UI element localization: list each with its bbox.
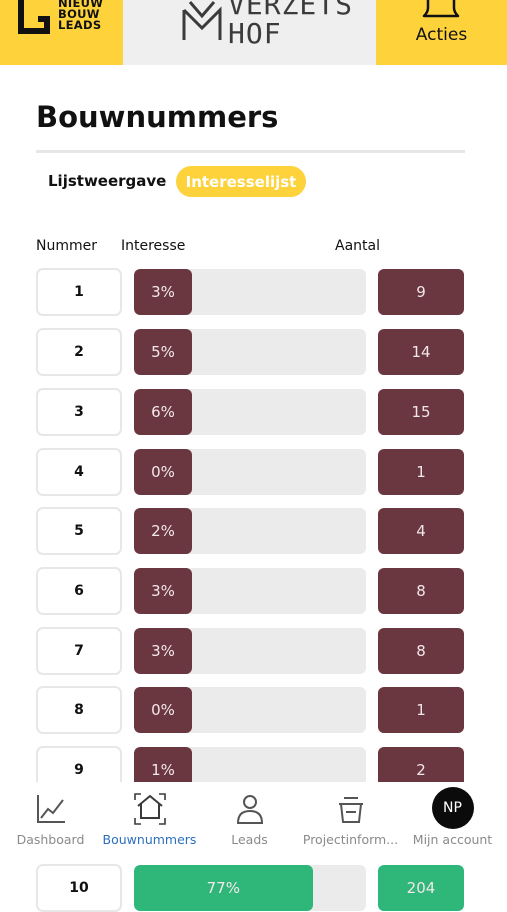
interest-count: 4 bbox=[378, 508, 464, 554]
interest-bar-fill: 2% bbox=[134, 508, 192, 554]
column-header-count: Aantal bbox=[335, 238, 380, 254]
interest-count: 15 bbox=[378, 389, 464, 435]
actions-label: Acties bbox=[415, 25, 468, 45]
bottom-navigation: Dashboard Bouwnummers Leads Projectinfor… bbox=[0, 782, 507, 856]
interest-bar-track: 5% bbox=[134, 329, 366, 375]
chart-line-icon bbox=[36, 795, 65, 823]
nav-projectinformatie[interactable]: Projectinform... bbox=[300, 782, 401, 856]
interest-bar-track: 6% bbox=[134, 389, 366, 435]
interest-percentage: 3% bbox=[151, 283, 175, 301]
unit-number[interactable]: 4 bbox=[36, 448, 122, 496]
unit-row[interactable]: 8 0% 1 bbox=[0, 686, 507, 734]
interest-percentage: 3% bbox=[151, 642, 175, 660]
unit-number[interactable]: 1 bbox=[36, 268, 122, 316]
nav-dashboard[interactable]: Dashboard bbox=[0, 782, 101, 856]
interest-bar-fill: 3% bbox=[134, 628, 192, 674]
tab-list-view[interactable]: Lijstweergave bbox=[48, 172, 167, 190]
unit-row[interactable]: 10 77% 204 bbox=[0, 864, 507, 912]
page-title: Bouwnummers bbox=[36, 100, 279, 134]
interest-bar-track: 3% bbox=[134, 269, 366, 315]
actions-button[interactable]: Acties bbox=[376, 0, 507, 65]
interest-count: 204 bbox=[378, 865, 464, 911]
interest-percentage: 0% bbox=[151, 701, 175, 719]
logo-line-3: LEADS bbox=[58, 18, 102, 32]
house-logo-icon bbox=[18, 0, 50, 34]
logo-line-2: BOUW bbox=[58, 7, 100, 21]
interest-count: 1 bbox=[378, 687, 464, 733]
unit-row[interactable]: 6 3% 8 bbox=[0, 567, 507, 615]
unit-number[interactable]: 2 bbox=[36, 328, 122, 376]
interest-percentage: 2% bbox=[151, 522, 175, 540]
interest-bar-fill: 3% bbox=[134, 568, 192, 614]
interest-bar-track: 3% bbox=[134, 568, 366, 614]
interest-percentage: 1% bbox=[151, 761, 175, 779]
column-header-number: Nummer bbox=[36, 238, 97, 254]
interest-bar-track: 0% bbox=[134, 449, 366, 495]
nav-mijn-account-label: Mijn account bbox=[412, 832, 493, 847]
project-name: VERZETS HOF bbox=[228, 0, 354, 50]
interest-percentage: 77% bbox=[206, 879, 240, 897]
nav-leads[interactable]: Leads bbox=[199, 782, 300, 856]
column-header-interest: Interesse bbox=[121, 238, 186, 254]
unit-row[interactable]: 5 2% 4 bbox=[0, 507, 507, 555]
interest-count: 14 bbox=[378, 329, 464, 375]
app-header: NIEUW BOUW LEADS VERZETS HOF Acties bbox=[0, 0, 507, 65]
interest-count: 9 bbox=[378, 269, 464, 315]
interest-bar-fill: 3% bbox=[134, 269, 192, 315]
unit-number[interactable]: 3 bbox=[36, 388, 122, 436]
brand-logo-text: NIEUW BOUW LEADS bbox=[58, 0, 103, 31]
interest-bar-track: 0% bbox=[134, 687, 366, 733]
interest-bar-fill: 5% bbox=[134, 329, 192, 375]
interest-percentage: 3% bbox=[151, 582, 175, 600]
unit-row[interactable]: 2 5% 14 bbox=[0, 328, 507, 376]
avatar: NP bbox=[431, 787, 474, 829]
interest-bar-track: 77% bbox=[134, 865, 366, 911]
interest-bar-fill: 0% bbox=[134, 687, 192, 733]
tab-interest-list[interactable]: Interesselijst bbox=[176, 166, 306, 197]
interest-count: 1 bbox=[378, 449, 464, 495]
interest-bar-fill: 77% bbox=[134, 865, 313, 911]
interest-count: 8 bbox=[378, 628, 464, 674]
interest-percentage: 0% bbox=[151, 463, 175, 481]
unit-row[interactable]: 7 3% 8 bbox=[0, 627, 507, 675]
title-divider bbox=[36, 150, 465, 153]
unit-row[interactable]: 4 0% 1 bbox=[0, 448, 507, 496]
interest-bar-fill: 0% bbox=[134, 449, 192, 495]
nav-dashboard-label: Dashboard bbox=[16, 832, 85, 847]
bell-icon bbox=[422, 0, 460, 18]
unit-row[interactable]: 3 6% 15 bbox=[0, 388, 507, 436]
person-icon bbox=[236, 795, 263, 824]
house-icon bbox=[133, 793, 166, 825]
interest-count: 8 bbox=[378, 568, 464, 614]
interest-bar-track: 2% bbox=[134, 508, 366, 554]
logo-line-1: NIEUW bbox=[58, 0, 104, 10]
unit-number[interactable]: 7 bbox=[36, 627, 122, 675]
nav-leads-label: Leads bbox=[231, 832, 268, 847]
unit-number[interactable]: 10 bbox=[36, 864, 122, 912]
interest-bar-fill: 6% bbox=[134, 389, 192, 435]
nav-bouwnummers[interactable]: Bouwnummers bbox=[99, 782, 200, 856]
nav-mijn-account[interactable]: NP Mijn account bbox=[402, 782, 503, 856]
project-logo-icon bbox=[182, 1, 222, 40]
nav-projectinformatie-label: Projectinform... bbox=[302, 832, 399, 847]
basket-icon bbox=[338, 797, 363, 823]
nav-bouwnummers-label: Bouwnummers bbox=[102, 832, 197, 847]
unit-number[interactable]: 8 bbox=[36, 686, 122, 734]
unit-number[interactable]: 6 bbox=[36, 567, 122, 615]
interest-percentage: 5% bbox=[151, 343, 175, 361]
interest-percentage: 6% bbox=[151, 403, 175, 421]
unit-row[interactable]: 1 3% 9 bbox=[0, 268, 507, 316]
unit-number[interactable]: 5 bbox=[36, 507, 122, 555]
interest-bar-track: 3% bbox=[134, 628, 366, 674]
brand-logo[interactable]: NIEUW BOUW LEADS bbox=[0, 0, 123, 65]
